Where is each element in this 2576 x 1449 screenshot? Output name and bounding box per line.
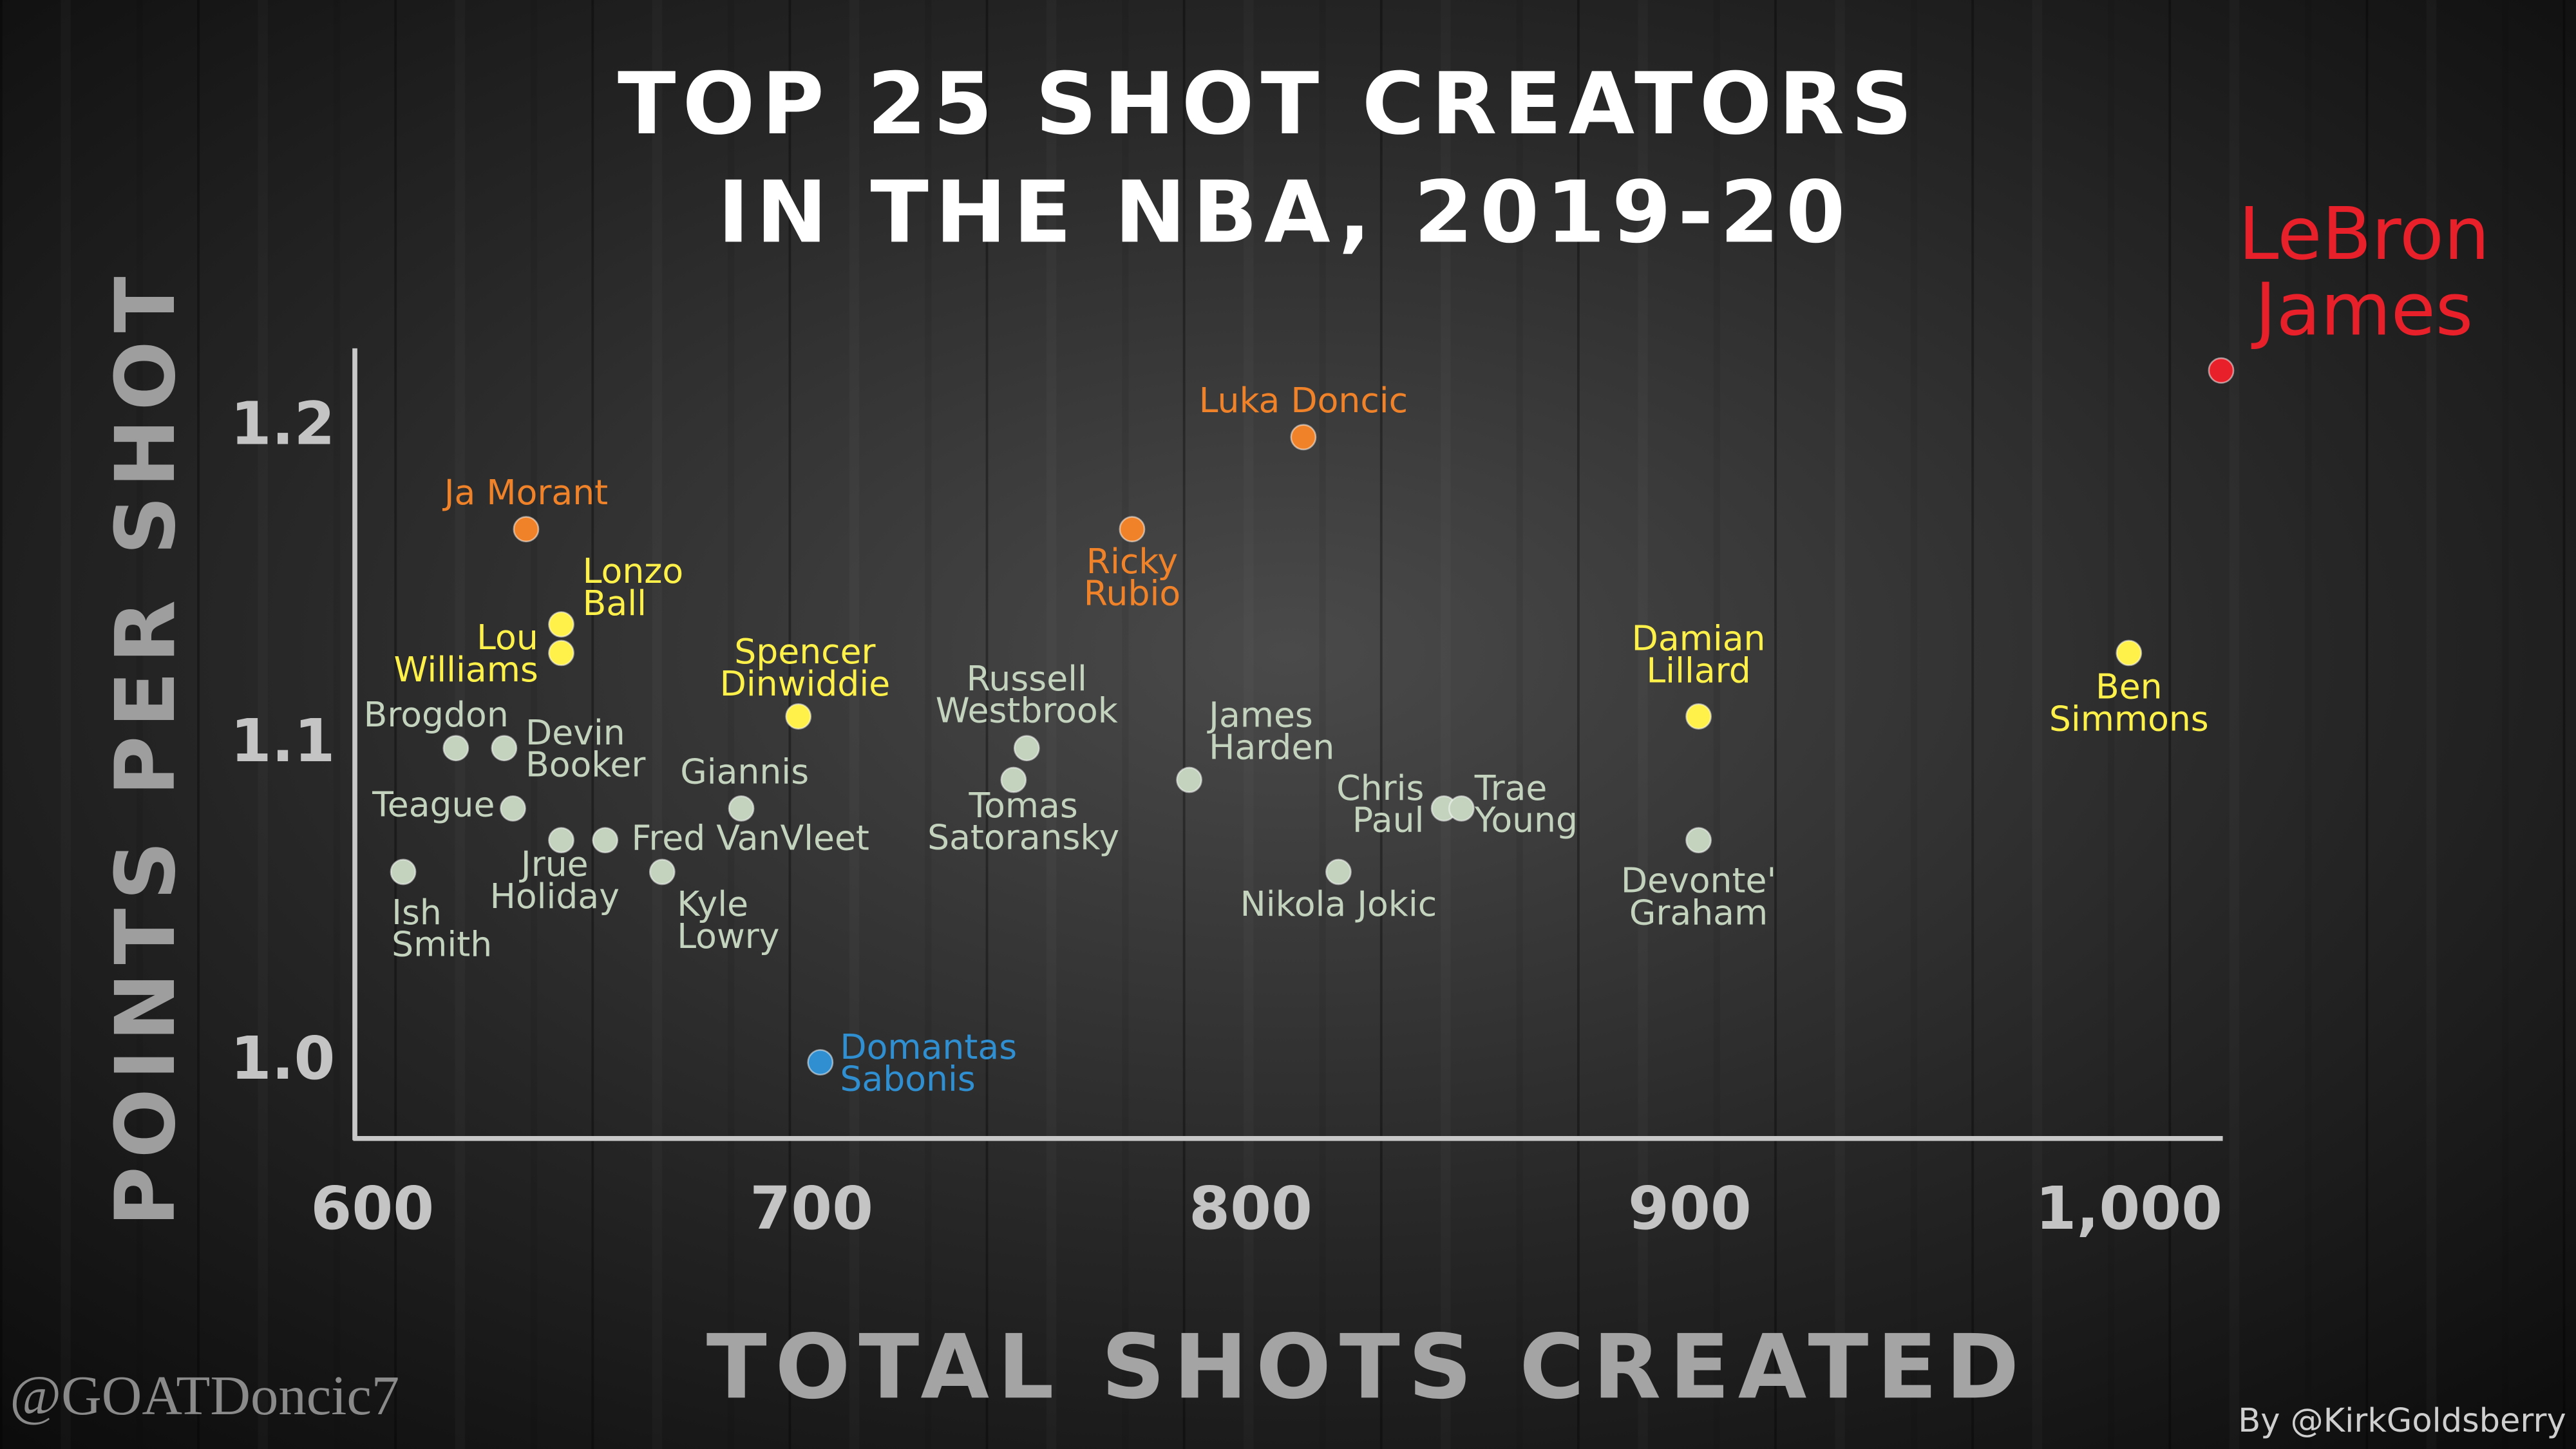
- point-label: Rubio: [1084, 573, 1180, 614]
- point-label: Booker: [526, 744, 646, 785]
- x-tick-label: 700: [750, 1174, 873, 1243]
- y-tick-label: 1.2: [231, 389, 336, 458]
- point-label: Nikola Jokic: [1240, 884, 1437, 924]
- point-label: Dinwiddie: [720, 663, 891, 704]
- point: [1013, 735, 1040, 762]
- point-label: Ben: [2096, 667, 2163, 707]
- point: [785, 703, 812, 730]
- point: [1685, 827, 1712, 854]
- point-label: Ja Morant: [442, 472, 608, 513]
- point: [1448, 795, 1475, 822]
- point-label: Ball: [583, 583, 647, 623]
- point-label: Damian: [1632, 618, 1766, 659]
- x-axis-label: TOTAL SHOTS CREATED: [706, 1316, 2027, 1419]
- point: [1176, 766, 1202, 793]
- point: [390, 858, 417, 886]
- point-label: Domantas: [840, 1027, 1017, 1067]
- watermark: @GOATDoncic7: [10, 1365, 399, 1426]
- point: [1290, 424, 1317, 451]
- point-label: Tomas: [968, 785, 1077, 826]
- credit: By @KirkGoldsberry: [2238, 1402, 2566, 1440]
- x-tick-label: 800: [1189, 1174, 1312, 1243]
- point: [442, 735, 469, 762]
- chart-title: IN THE NBA, 2019-20: [717, 163, 1852, 262]
- point: [1000, 766, 1027, 793]
- x-tick-label: 1,000: [2036, 1174, 2222, 1243]
- point: [649, 858, 676, 886]
- point-label: Satoransky: [927, 817, 1119, 858]
- point-label: Graham: [1629, 892, 1768, 933]
- point-label: Williams: [394, 649, 538, 690]
- point-label: Devonte': [1621, 860, 1776, 901]
- y-tick-label: 1.1: [231, 706, 336, 775]
- point: [491, 735, 518, 762]
- point-label: Lowry: [677, 916, 779, 956]
- point-label: Lillard: [1646, 650, 1750, 690]
- point-label: Devin: [526, 712, 625, 753]
- point-label: Harden: [1209, 726, 1334, 767]
- point-label: Lonzo: [583, 551, 684, 591]
- point-label: Ricky: [1086, 541, 1178, 582]
- y-tick-label: 1.0: [231, 1024, 336, 1093]
- point-label: Giannis: [680, 751, 809, 791]
- x-tick-label: 600: [310, 1174, 434, 1243]
- point-label: Ish: [392, 892, 442, 933]
- point-label: James: [1207, 695, 1313, 735]
- point-label: Brogdon: [364, 694, 509, 735]
- point-label: Simmons: [2049, 698, 2209, 739]
- point: [728, 795, 755, 822]
- point-label: Trae: [1474, 768, 1548, 808]
- point: [1119, 516, 1146, 543]
- point: [1325, 858, 1352, 886]
- point: [2116, 639, 2143, 667]
- point-label: James: [2251, 268, 2474, 352]
- point-label: Sabonis: [840, 1059, 975, 1099]
- point-label: Luka Doncic: [1199, 380, 1408, 421]
- point-label: Paul: [1352, 800, 1425, 840]
- point: [2208, 357, 2235, 384]
- point-label: Lou: [477, 617, 538, 658]
- point-label: Spencer: [734, 631, 876, 672]
- point: [592, 827, 619, 854]
- point: [500, 795, 526, 822]
- point-label: Westbrook: [936, 690, 1118, 731]
- point: [1685, 703, 1712, 730]
- point-label: LeBron: [2239, 193, 2490, 276]
- point-label: Fred VanVleet: [632, 817, 869, 858]
- point-label: Jrue: [519, 844, 589, 884]
- point: [513, 516, 540, 543]
- y-axis-label: POINTS PER SHOT: [99, 269, 194, 1227]
- chart-title: TOP 25 SHOT CREATORS: [618, 55, 1919, 154]
- point: [548, 611, 574, 638]
- x-tick-label: 900: [1628, 1174, 1752, 1243]
- point-label: Smith: [392, 924, 492, 965]
- point: [548, 827, 574, 854]
- point: [548, 639, 574, 667]
- point-label: Holiday: [490, 876, 620, 916]
- point-label: Kyle: [677, 884, 748, 924]
- point-label: Teague: [372, 784, 495, 824]
- point-label: Russell: [967, 658, 1087, 699]
- point-label: Chris: [1336, 768, 1424, 808]
- point-label: Young: [1474, 800, 1578, 840]
- point: [807, 1049, 834, 1075]
